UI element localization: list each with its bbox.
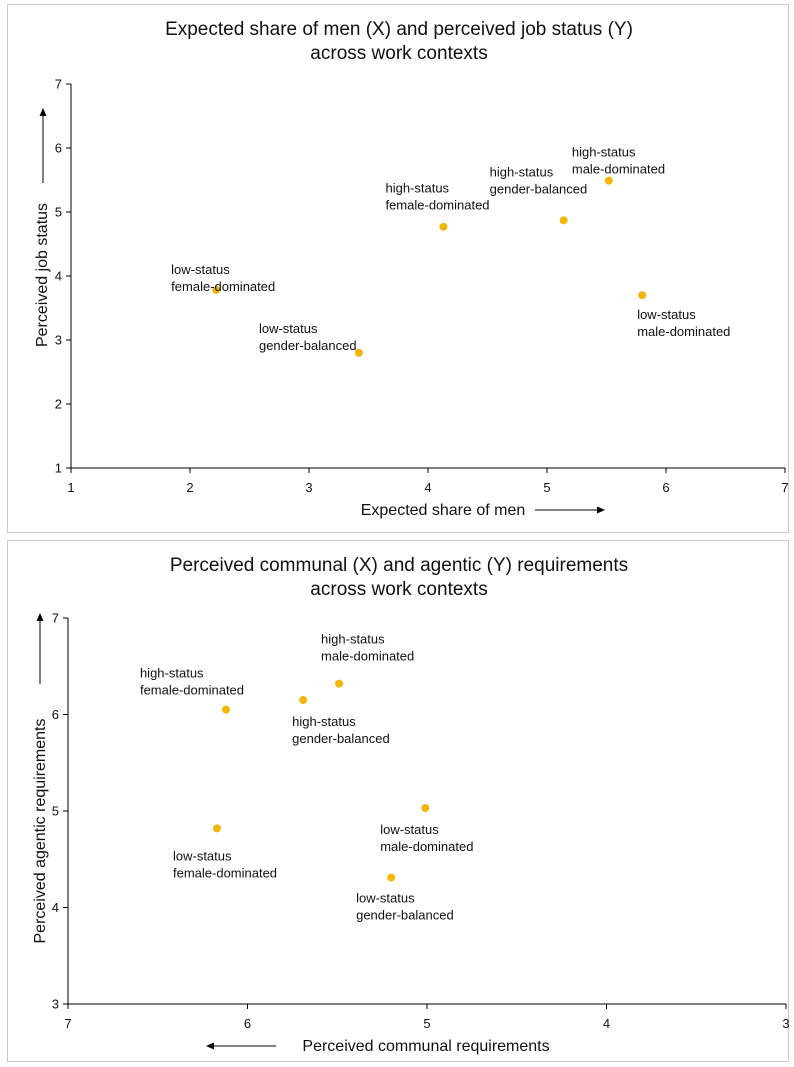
y-tick-label: 4 — [55, 269, 62, 284]
data-point — [439, 222, 448, 231]
x-tick-label: 3 — [782, 1016, 789, 1031]
data-point-label-line: male-dominated — [572, 162, 665, 177]
data-point-label-line: low-status — [173, 848, 232, 863]
y-tick-label: 6 — [55, 141, 62, 156]
data-point — [604, 176, 613, 185]
x-axis-label: Perceived communal requirements — [302, 1038, 549, 1055]
data-point — [212, 286, 221, 295]
x-axis-arrow-head — [597, 506, 605, 514]
x-tick-label: 3 — [305, 480, 312, 495]
y-tick-label: 1 — [55, 461, 62, 476]
x-axis-label: Expected share of men — [361, 502, 526, 519]
y-tick-label: 7 — [52, 611, 59, 626]
data-point-label: high-status female-dominated — [140, 666, 244, 698]
x-tick-label: 2 — [186, 480, 193, 495]
data-point-label-line: gender-balanced — [490, 181, 588, 196]
data-point-label-line: high-status — [140, 666, 204, 681]
data-point-label-line: female-dominated — [140, 683, 244, 698]
data-point-label-line: female-dominated — [173, 865, 277, 880]
x-tick-label: 6 — [662, 480, 669, 495]
data-point-label: low-status male-dominated — [637, 307, 730, 339]
chart-title: across work contexts — [310, 43, 487, 64]
data-point-label-line: high-status — [321, 632, 385, 647]
data-point — [421, 804, 430, 813]
data-point-label-line: gender-balanced — [356, 908, 454, 923]
y-axis-label: Perceived agentic requirements — [32, 718, 49, 943]
y-tick-label: 2 — [55, 397, 62, 412]
y-axis-label: Perceived job status — [34, 203, 51, 347]
data-point-label: high-status male-dominated — [572, 145, 665, 177]
data-point-label: low-status female-dominated — [171, 262, 275, 294]
y-tick-label: 3 — [55, 333, 62, 348]
y-tick-label: 4 — [52, 900, 59, 915]
data-point — [212, 824, 221, 833]
data-point-label: low-status gender-balanced — [259, 321, 357, 353]
data-point-label-line: high-status — [572, 145, 636, 160]
data-point-label-line: female-dominated — [385, 198, 489, 213]
data-point-label-line: gender-balanced — [259, 338, 357, 353]
data-point-label-line: high-status — [292, 714, 356, 729]
y-tick-label: 3 — [52, 997, 59, 1012]
x-tick-label: 4 — [603, 1016, 610, 1031]
y-tick-label: 5 — [52, 804, 59, 819]
scatter-chart-status: Expected share of men (X) and perceived … — [34, 19, 789, 519]
data-point-label-line: high-status — [385, 181, 449, 196]
data-point-label-line: low-status — [637, 307, 696, 322]
data-point-label-line: low-status — [171, 262, 230, 277]
data-point — [559, 216, 568, 225]
data-point-label-line: low-status — [259, 321, 318, 336]
x-tick-label: 7 — [781, 480, 788, 495]
data-point-label-line: low-status — [356, 891, 415, 906]
x-tick-label: 5 — [423, 1016, 430, 1031]
y-tick-label: 6 — [52, 707, 59, 722]
x-tick-label: 7 — [64, 1016, 71, 1031]
y-tick-label: 5 — [55, 205, 62, 220]
data-point — [221, 705, 230, 714]
data-point-label: high-status female-dominated — [385, 181, 489, 213]
x-axis-arrow-head — [206, 1042, 214, 1050]
x-tick-label: 6 — [244, 1016, 251, 1031]
chart-title: Perceived communal (X) and agentic (Y) r… — [170, 555, 628, 576]
data-point-label-line: low-status — [380, 822, 439, 837]
chart-title: Expected share of men (X) and perceived … — [165, 19, 633, 40]
data-point — [387, 873, 396, 882]
chart-panel-status: Expected share of men (X) and perceived … — [7, 4, 789, 533]
data-point — [299, 696, 308, 705]
y-axis-arrow-head — [39, 108, 47, 116]
data-point-label: high-status male-dominated — [321, 632, 414, 664]
data-point-label: low-status gender-balanced — [356, 891, 454, 923]
data-point-label: high-status gender-balanced — [292, 714, 390, 746]
data-point — [638, 291, 647, 300]
data-point — [354, 348, 363, 357]
scatter-chart-requirements: Perceived communal (X) and agentic (Y) r… — [32, 555, 790, 1055]
x-tick-label: 4 — [424, 480, 431, 495]
data-point-label: low-status female-dominated — [173, 848, 277, 880]
y-axis-arrow-head — [36, 613, 44, 621]
data-point-label-line: male-dominated — [321, 649, 414, 664]
x-tick-label: 1 — [67, 480, 74, 495]
x-tick-label: 5 — [543, 480, 550, 495]
chart-title: across work contexts — [310, 579, 487, 600]
y-tick-label: 7 — [55, 77, 62, 92]
data-point-label: high-status gender-balanced — [490, 164, 588, 196]
data-point-label: low-status male-dominated — [380, 822, 473, 854]
data-point-label-line: female-dominated — [171, 279, 275, 294]
data-point-label-line: high-status — [490, 164, 554, 179]
chart-panel-requirements: Perceived communal (X) and agentic (Y) r… — [7, 540, 790, 1062]
data-point-label-line: male-dominated — [380, 839, 473, 854]
data-point — [335, 679, 344, 688]
data-point-label-line: male-dominated — [637, 324, 730, 339]
data-point-label-line: gender-balanced — [292, 731, 390, 746]
